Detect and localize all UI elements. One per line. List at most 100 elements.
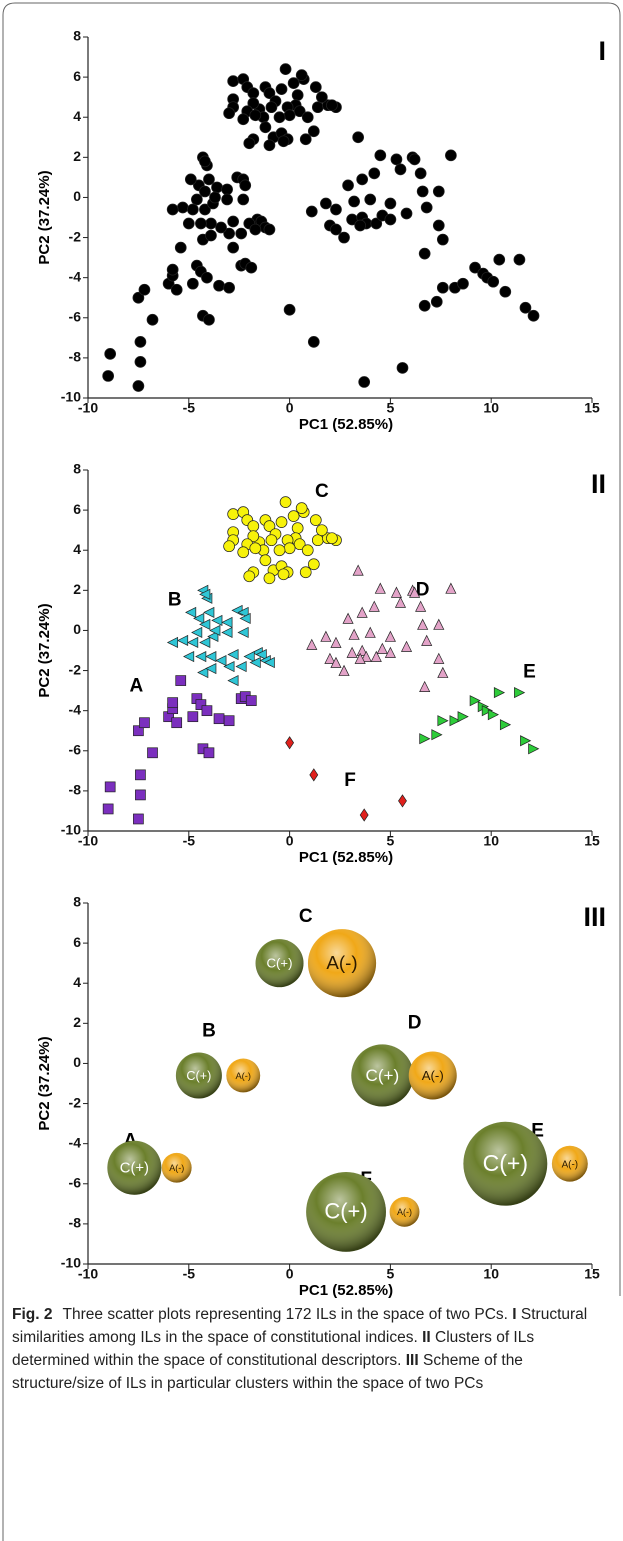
point [305,205,318,218]
point [146,313,159,326]
point [213,279,225,292]
y-tick-label: -10 [61,822,81,838]
point [374,582,386,594]
x-tick-label: 5 [387,1266,395,1282]
point [239,612,251,624]
point [356,644,368,656]
point [283,303,296,316]
point [469,261,481,274]
point [370,650,382,662]
point [209,191,221,204]
point [182,217,195,230]
point [167,697,179,708]
cluster-label: F [344,770,356,791]
point [207,630,219,643]
point [356,606,368,618]
y-tick-label: 4 [73,541,81,557]
point [209,624,221,637]
point [199,155,211,168]
point [237,193,250,206]
x-axis-title: PC1 (52.85%) [299,416,393,433]
point [370,217,383,230]
point [227,648,239,661]
point [104,781,116,793]
point [184,173,197,186]
caption-panel-text: Scheme of the structure/size of ILs in p… [12,1352,523,1392]
point [309,768,319,782]
point [259,121,272,134]
point [279,63,292,75]
x-tick-label: -5 [183,400,196,416]
point [273,111,286,124]
point [457,277,469,290]
y-tick-label: 8 [73,461,81,477]
point [445,149,457,162]
point [223,107,235,120]
point [227,75,240,87]
x-tick-label: 15 [584,400,600,416]
point [223,715,235,727]
point [431,729,443,741]
point [330,656,342,668]
point [277,135,290,148]
y-tick-label: 6 [73,934,81,950]
x-tick-label: 5 [387,400,395,416]
point [263,520,276,533]
caption-label: Fig. 2 [12,1306,53,1323]
point [275,83,288,95]
y-tick-label: -10 [61,1255,81,1271]
point [295,502,308,514]
point [368,167,381,180]
point [134,356,147,368]
point [293,538,306,551]
point [205,217,217,230]
point [311,534,324,547]
point [499,719,512,731]
y-tick-label: 0 [73,1054,81,1070]
point [203,747,215,759]
point [420,201,433,214]
point [205,650,217,663]
point [263,139,276,152]
bubble-shade [389,1196,420,1227]
point [419,680,431,692]
point [416,185,429,198]
y-tick-label: 6 [73,501,81,517]
point [330,636,342,648]
panel-label: III [583,902,606,932]
x-tick-label: 0 [286,400,294,416]
point [199,203,211,216]
y-axis-title: PC2 (37.24%) [36,1036,53,1130]
point [352,564,364,576]
point [201,271,213,284]
point [221,616,233,628]
point [309,81,322,93]
point [283,109,296,122]
y-tick-label: 6 [73,68,81,84]
point [245,261,258,274]
point [221,183,233,196]
point [249,223,262,236]
bubble-shade [226,1058,261,1093]
point [174,241,187,254]
x-tick-label: -5 [183,1266,196,1282]
cluster-label: E [523,662,536,683]
point [390,153,403,166]
bubble-shade [175,1052,222,1099]
y-tick-label: 2 [73,148,81,164]
bubble-shade [306,1171,386,1252]
bubble-shade [161,1152,192,1183]
point [223,540,235,553]
point [235,227,248,240]
point [170,283,183,296]
point [221,193,233,206]
point [360,650,372,662]
point [348,628,360,640]
point [199,618,211,630]
bubble-label: A(-) [169,1163,184,1173]
point [301,544,314,557]
point [376,642,388,654]
point [263,223,276,236]
point [191,193,203,206]
